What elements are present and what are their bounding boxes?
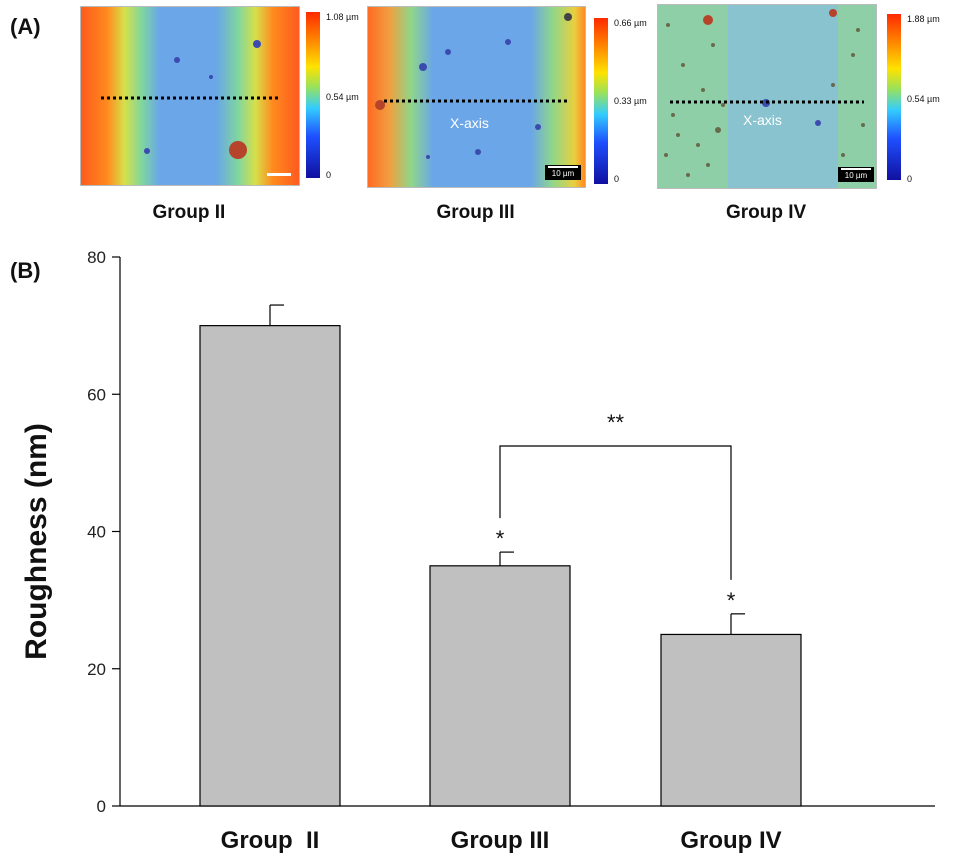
- x-tick-label: Group III: [451, 827, 550, 854]
- roughness-map-group-iii: [367, 6, 586, 188]
- colorbar-mid-group-iii: 0.33 µm: [614, 96, 647, 106]
- colorbar-min-group-iv: 0: [907, 174, 913, 184]
- x-axis-label-group-iii: X-axis: [450, 115, 489, 131]
- colorbar-max-group-ii: 1.08 µm: [326, 12, 359, 22]
- y-tick-label: 80: [87, 248, 106, 267]
- y-tick-label: 20: [87, 660, 106, 679]
- colorbar-group-iii: [594, 18, 608, 184]
- x-tick-label: Group II: [221, 827, 320, 854]
- bar: [429, 565, 571, 807]
- colorbar-group-ii: [306, 12, 320, 178]
- colorbar-min-group-iii: 0: [614, 174, 620, 184]
- colorbar-max-group-iii: 0.66 µm: [614, 18, 647, 28]
- map-title-group-iii: Group III: [436, 202, 515, 223]
- y-tick-label: 60: [87, 385, 106, 404]
- scale-bar-label-group-iii: 10 µm: [551, 169, 575, 178]
- map-title-group-ii: Group II: [152, 202, 226, 223]
- y-tick-label: 40: [87, 523, 106, 542]
- comparison-bracket: [499, 445, 732, 580]
- x-axis-label-group-iv: X-axis: [743, 112, 782, 128]
- scale-bar-label-group-iv: 10 µm: [844, 171, 868, 180]
- panel-a-label: (A): [10, 14, 41, 39]
- panel-b-label: (B): [10, 258, 41, 283]
- bar: [660, 633, 802, 807]
- colorbar-mid-group-iv: 0.54 µm: [907, 94, 940, 104]
- roughness-bar-chart: 0 20 40 60 80 Roughness (nm) Group II * Group II…: [20, 248, 935, 854]
- comparison-bracket-label: **: [607, 410, 625, 435]
- scale-bar-group-iv: 10 µm: [838, 167, 874, 182]
- colorbar-group-iv: [887, 14, 901, 180]
- bar: [199, 325, 341, 807]
- y-axis-label: Roughness (nm): [20, 423, 53, 660]
- significance-marker: *: [496, 526, 505, 551]
- significance-marker: *: [727, 588, 736, 613]
- roughness-map-group-ii: [80, 6, 300, 186]
- roughness-map-group-iv: [657, 4, 877, 189]
- scale-bar-group-iii: 10 µm: [545, 165, 581, 180]
- map-title-group-iv: Group IV: [726, 202, 807, 223]
- colorbar-max-group-iv: 1.88 µm: [907, 14, 940, 24]
- colorbar-mid-group-ii: 0.54 µm: [326, 92, 359, 102]
- colorbar-min-group-ii: 0: [326, 170, 332, 180]
- y-tick-label: 0: [97, 797, 106, 816]
- x-tick-label: Group IV: [680, 827, 781, 854]
